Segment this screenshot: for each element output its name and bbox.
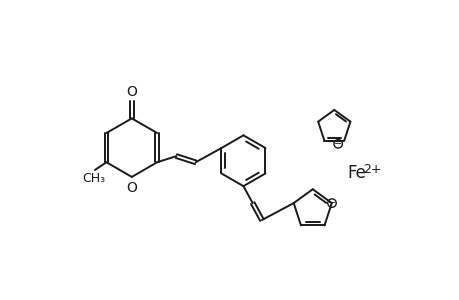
Text: −: − [327,198,336,208]
Text: O: O [126,181,137,195]
Text: O: O [126,85,137,99]
Text: Fe: Fe [347,164,365,182]
Text: 2+: 2+ [362,163,381,176]
Text: CH₃: CH₃ [82,172,105,185]
Text: −: − [333,139,341,149]
